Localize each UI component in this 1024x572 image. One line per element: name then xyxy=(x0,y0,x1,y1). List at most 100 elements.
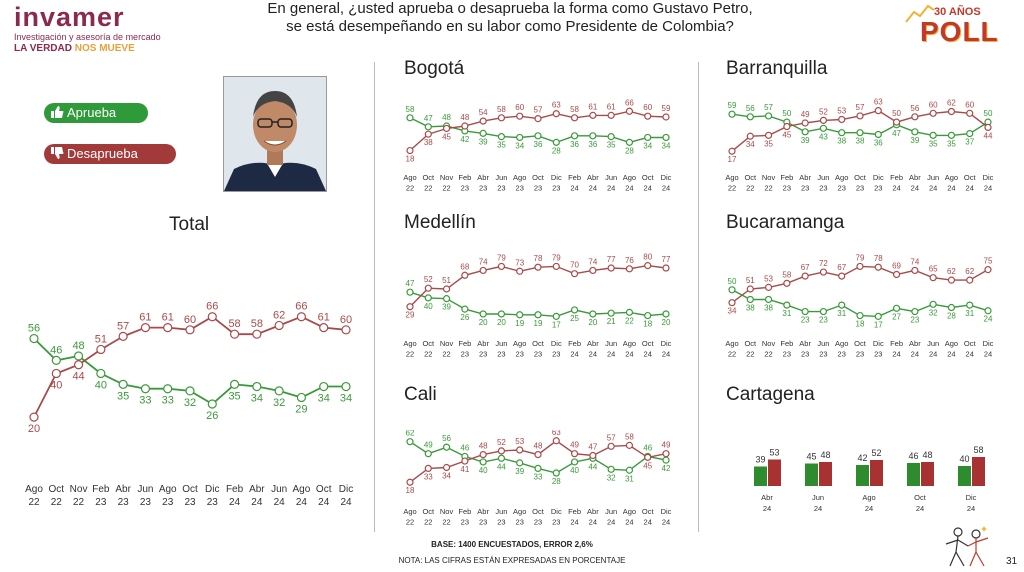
x-tick-label-month: Oct xyxy=(422,507,435,516)
x-tick-label-month: Dic xyxy=(873,339,884,348)
x-tick-label-year: 24 xyxy=(947,350,955,359)
data-label: 33 xyxy=(424,472,433,481)
x-tick-label-month: Oct xyxy=(744,173,757,182)
x-tick-label-month: Feb xyxy=(458,339,471,348)
x-tick-label-year: 22 xyxy=(746,350,754,359)
data-label: 50 xyxy=(728,277,737,286)
footer-base: BASE: 1400 ENCUESTADOS, ERROR 2,6% xyxy=(431,540,593,549)
divider-left xyxy=(374,62,375,532)
data-label: 38 xyxy=(856,137,865,146)
data-label: 21 xyxy=(607,317,616,326)
bar-disapprove xyxy=(921,462,934,486)
data-point xyxy=(516,133,524,142)
data-point xyxy=(516,446,524,454)
bar-value-label: 39 xyxy=(755,455,765,465)
x-tick-label-year: 23 xyxy=(479,518,487,527)
x-tick-label-month: Ago xyxy=(159,484,177,495)
data-label: 34 xyxy=(662,141,671,150)
chart-bogota: 58 47 48 42 39 35 34 36 28 36 36 35 28 34 34 18 38 45 48 54… xyxy=(403,98,671,193)
x-tick-label-year: 23 xyxy=(552,518,560,527)
bar-value-label: 45 xyxy=(806,452,816,462)
x-tick-label-month: Feb xyxy=(226,484,244,495)
data-label: 58 xyxy=(625,432,634,441)
x-tick-label-month: Feb xyxy=(780,339,793,348)
x-tick-label-year: 24 xyxy=(570,350,578,359)
data-point xyxy=(947,107,956,116)
x-tick-label-year: 24 xyxy=(929,350,937,359)
chart-title-cartagena: Cartagena xyxy=(726,384,815,405)
x-tick-label-month: Abr xyxy=(477,173,489,182)
x-tick-label-month: Jun xyxy=(812,493,824,502)
data-label: 47 xyxy=(406,279,415,288)
data-point xyxy=(874,263,882,271)
x-tick-label-month: Ago xyxy=(403,339,416,348)
data-point xyxy=(911,307,919,316)
x-tick-label-year: 23 xyxy=(838,184,846,193)
data-label: 73 xyxy=(515,258,524,267)
x-tick-label-month: Dic xyxy=(551,339,562,348)
brand-tagline: LA VERDAD NOS MUEVE xyxy=(14,42,164,56)
x-tick-label-month: Oct xyxy=(964,339,977,348)
x-tick-label-month: Feb xyxy=(92,484,110,495)
x-tick-label-year: 23 xyxy=(534,518,542,527)
data-label: 65 xyxy=(929,265,938,274)
x-tick-label-month: Feb xyxy=(458,173,471,182)
x-tick-label-month: Jun xyxy=(495,173,507,182)
x-tick-label-month: Abr xyxy=(587,507,599,516)
x-tick-label-month: Nov xyxy=(762,173,776,182)
data-point xyxy=(856,262,864,271)
data-label: 58 xyxy=(570,105,579,114)
data-point xyxy=(29,412,39,422)
data-point xyxy=(497,454,506,462)
x-tick-label-year: 22 xyxy=(746,184,754,193)
data-point xyxy=(984,307,992,315)
data-label: 74 xyxy=(588,257,597,266)
data-label: 72 xyxy=(819,259,828,268)
x-tick-label-year: 24 xyxy=(892,184,900,193)
data-label: 67 xyxy=(837,263,846,272)
x-tick-label-month: Jun xyxy=(605,173,617,182)
chart-bucaramanga: 50 38 38 31 23 23 31 18 17 27 23 32 28 31 24 34 51 53 58 67… xyxy=(725,253,993,359)
data-label: 35 xyxy=(117,390,129,402)
data-label: 20 xyxy=(588,318,597,327)
data-point xyxy=(424,284,432,292)
data-label: 52 xyxy=(497,438,506,447)
data-label: 29 xyxy=(406,311,415,320)
x-tick-label-year: 24 xyxy=(644,184,652,193)
data-point xyxy=(461,305,469,313)
data-label: 38 xyxy=(837,137,846,146)
chart-medellin: 47 40 39 26 20 20 19 19 17 25 20 21 22 18 20 29 52 51 68 74… xyxy=(403,253,671,359)
data-point xyxy=(406,114,414,122)
x-tick-label-year: 22 xyxy=(442,518,450,527)
data-point xyxy=(341,381,351,392)
data-label: 58 xyxy=(782,270,791,279)
data-label: 39 xyxy=(479,137,488,146)
data-point xyxy=(552,110,560,118)
bar-approve xyxy=(754,466,767,486)
x-tick-label-year: 23 xyxy=(461,184,469,193)
data-point xyxy=(728,110,736,118)
x-tick-label-month: Oct xyxy=(422,339,435,348)
x-tick-label-year: 23 xyxy=(552,184,560,193)
data-label: 59 xyxy=(728,101,737,110)
x-tick-label-year: 23 xyxy=(534,350,542,359)
data-point xyxy=(838,301,846,309)
x-tick-label-year: 23 xyxy=(95,497,107,508)
data-label: 34 xyxy=(340,393,352,405)
data-label: 34 xyxy=(251,393,263,405)
x-tick-label-month: Oct xyxy=(532,173,545,182)
x-tick-label-month: Dic xyxy=(873,173,884,182)
x-tick-label-month: Oct xyxy=(49,484,65,495)
x-tick-label-year: 23 xyxy=(479,184,487,193)
data-point xyxy=(442,285,451,293)
data-point xyxy=(984,123,992,132)
data-label: 50 xyxy=(984,109,993,118)
footer-note: NOTA: LAS CIFRAS ESTÁN EXPRESADAS EN POR… xyxy=(398,556,626,565)
data-label: 24 xyxy=(984,315,993,324)
x-tick-label-month: Ago xyxy=(725,339,738,348)
data-point xyxy=(607,309,615,317)
data-point xyxy=(929,131,937,139)
x-tick-label-month: Abr xyxy=(761,493,773,502)
data-label: 33 xyxy=(139,395,151,407)
data-label: 40 xyxy=(50,379,62,391)
